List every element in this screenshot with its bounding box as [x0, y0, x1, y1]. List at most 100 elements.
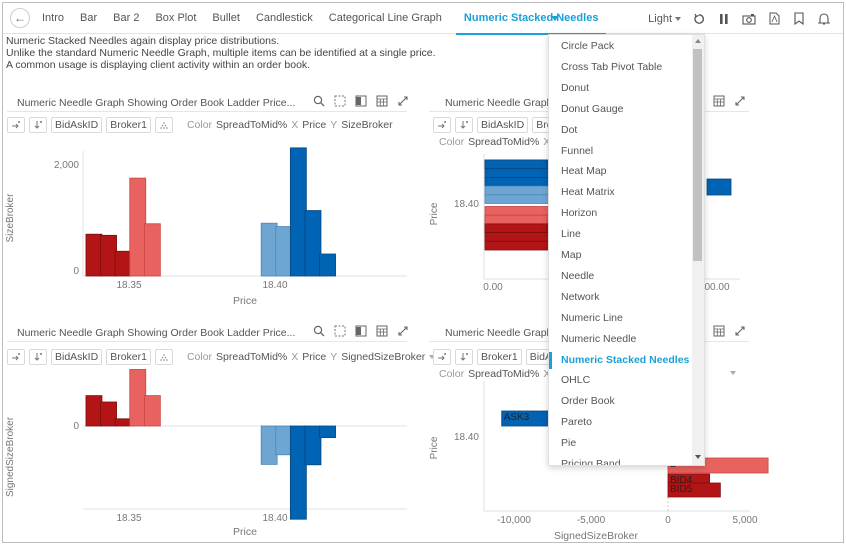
tab-numeric-stacked-needles[interactable]: Numeric Stacked Needles	[455, 3, 607, 35]
needle-bar[interactable]	[129, 177, 147, 277]
dropdown-item[interactable]: Pareto	[561, 416, 592, 429]
theme-select[interactable]: Light	[648, 13, 681, 25]
dropdown-item[interactable]: Dot	[561, 123, 578, 136]
tab-intro[interactable]: Intro	[42, 12, 65, 24]
add-column-button[interactable]	[7, 349, 25, 365]
add-column-button[interactable]	[433, 349, 451, 365]
needle-bar[interactable]	[143, 395, 161, 427]
needle-bar[interactable]	[289, 425, 307, 520]
needle-bar[interactable]	[275, 226, 293, 277]
scrollbar-thumb[interactable]	[693, 49, 702, 261]
dropdown-item[interactable]: Map	[561, 249, 582, 261]
needle-bar[interactable]	[319, 425, 336, 439]
dropdown-item[interactable]: Horizon	[561, 207, 598, 220]
dropdown-item[interactable]: Heat Matrix	[561, 186, 615, 199]
needle-bar[interactable]	[85, 233, 103, 277]
dropdown-item[interactable]: Circle Pack	[561, 40, 615, 52]
needle-bar[interactable]	[100, 401, 117, 427]
needle-bar[interactable]	[289, 147, 307, 277]
table-icon[interactable]	[713, 95, 725, 107]
bell-icon[interactable]	[817, 12, 831, 26]
dimension-chip-broker1[interactable]: Broker1	[106, 117, 151, 133]
x-field-select[interactable]: Price	[302, 351, 327, 363]
dropdown-item[interactable]: Numeric Needle	[561, 332, 637, 345]
dimension-chip-bidaskid[interactable]: BidAskID	[51, 349, 103, 365]
dropdown-item[interactable]: Network	[561, 290, 600, 303]
table-icon[interactable]	[376, 95, 388, 107]
dropdown-item[interactable]: Heat Map	[561, 165, 607, 178]
dropdown-item[interactable]: Pricing Band	[561, 458, 621, 466]
add-column-button[interactable]	[7, 117, 25, 133]
bookmark-icon[interactable]	[792, 12, 806, 26]
chevron-down-icon[interactable]	[730, 371, 736, 375]
needle-bar[interactable]	[319, 253, 336, 277]
chevron-down-icon[interactable]	[429, 355, 436, 359]
dropdown-item[interactable]: OHLC	[561, 374, 591, 387]
table-icon[interactable]	[713, 325, 725, 337]
add-row-button[interactable]	[455, 117, 473, 133]
tab-bar[interactable]: Bar	[80, 12, 98, 24]
needle-bar[interactable]	[304, 210, 322, 277]
snapshot-icon[interactable]	[742, 12, 756, 26]
color-field-select[interactable]: SpreadToMid%	[468, 136, 540, 148]
search-icon[interactable]	[313, 325, 325, 337]
y-field-select[interactable]: SizeBroker	[341, 119, 393, 131]
add-row-button[interactable]	[455, 349, 473, 365]
dimension-chip-bidaskid[interactable]: BidAskID	[51, 117, 103, 133]
selection-icon[interactable]	[334, 95, 346, 107]
dropdown-item[interactable]: Needle	[561, 269, 595, 282]
dropdown-item[interactable]: Cross Tab Pivot Table	[561, 60, 663, 73]
needle-bar[interactable]	[114, 250, 132, 277]
dropdown-item[interactable]: Line	[561, 228, 581, 241]
stacked-needle-segment[interactable]	[706, 178, 732, 196]
needle-bar[interactable]	[100, 234, 117, 277]
search-icon[interactable]	[313, 95, 325, 107]
tab-box-plot[interactable]: Box Plot	[155, 12, 197, 24]
back-button[interactable]: ←	[10, 8, 30, 28]
dropdown-item[interactable]: Pie	[561, 437, 577, 450]
selection-icon[interactable]	[334, 325, 346, 337]
needle-bar[interactable]	[114, 418, 132, 427]
export-excel-icon[interactable]	[355, 95, 367, 107]
stacked-needle-segment[interactable]	[484, 223, 548, 234]
needle-bar[interactable]	[85, 395, 103, 427]
scroll-up-arrow-icon[interactable]	[695, 39, 701, 43]
add-dimension-dots-button[interactable]	[154, 117, 173, 133]
expand-icon[interactable]	[397, 325, 409, 337]
scroll-down-arrow-icon[interactable]	[695, 455, 701, 459]
pdf-icon[interactable]	[767, 12, 781, 26]
color-field-select[interactable]: SpreadToMid%	[216, 119, 288, 131]
add-row-button[interactable]	[29, 349, 47, 365]
tab-bar-2[interactable]: Bar 2	[113, 12, 140, 24]
y-field-select[interactable]: SignedSizeBroker	[341, 351, 426, 363]
stacked-needle-segment[interactable]	[484, 159, 548, 170]
expand-icon[interactable]	[734, 95, 746, 107]
needle-bar[interactable]	[143, 223, 161, 277]
tab-categorical-line-graph[interactable]: Categorical Line Graph	[328, 12, 442, 24]
needle-bar[interactable]	[304, 425, 322, 466]
dimension-chip-bidaskid[interactable]: BidAskID	[477, 117, 529, 133]
stacked-needle-segment[interactable]	[484, 214, 548, 225]
x-field-select[interactable]: Price	[302, 119, 327, 131]
pause-icon[interactable]	[717, 12, 731, 26]
add-row-button[interactable]	[29, 117, 47, 133]
add-column-button[interactable]	[433, 117, 451, 133]
dropdown-item[interactable]: Numeric Line	[561, 311, 623, 324]
dropdown-item[interactable]: Funnel	[561, 144, 594, 157]
needle-bar[interactable]	[260, 222, 278, 277]
dropdown-item[interactable]: Donut Gauge	[561, 102, 624, 115]
color-field-select[interactable]: SpreadToMid%	[468, 368, 540, 380]
color-field-select[interactable]: SpreadToMid%	[216, 351, 288, 363]
needle-bar[interactable]	[275, 425, 293, 456]
needle-bar[interactable]	[129, 369, 147, 427]
dimension-chip-broker1[interactable]: Broker1	[106, 349, 151, 365]
tab-candlestick[interactable]: Candlestick	[255, 12, 313, 24]
expand-icon[interactable]	[734, 325, 746, 337]
dropdown-item[interactable]: Numeric Stacked Needles	[549, 350, 694, 371]
dropdown-item[interactable]: Donut	[561, 81, 590, 94]
tab-bullet[interactable]: Bullet	[212, 12, 240, 24]
export-excel-icon[interactable]	[355, 325, 367, 337]
refresh-icon[interactable]	[692, 12, 706, 26]
dropdown-scrollbar[interactable]	[692, 35, 704, 465]
needle-bar[interactable]	[260, 425, 278, 465]
